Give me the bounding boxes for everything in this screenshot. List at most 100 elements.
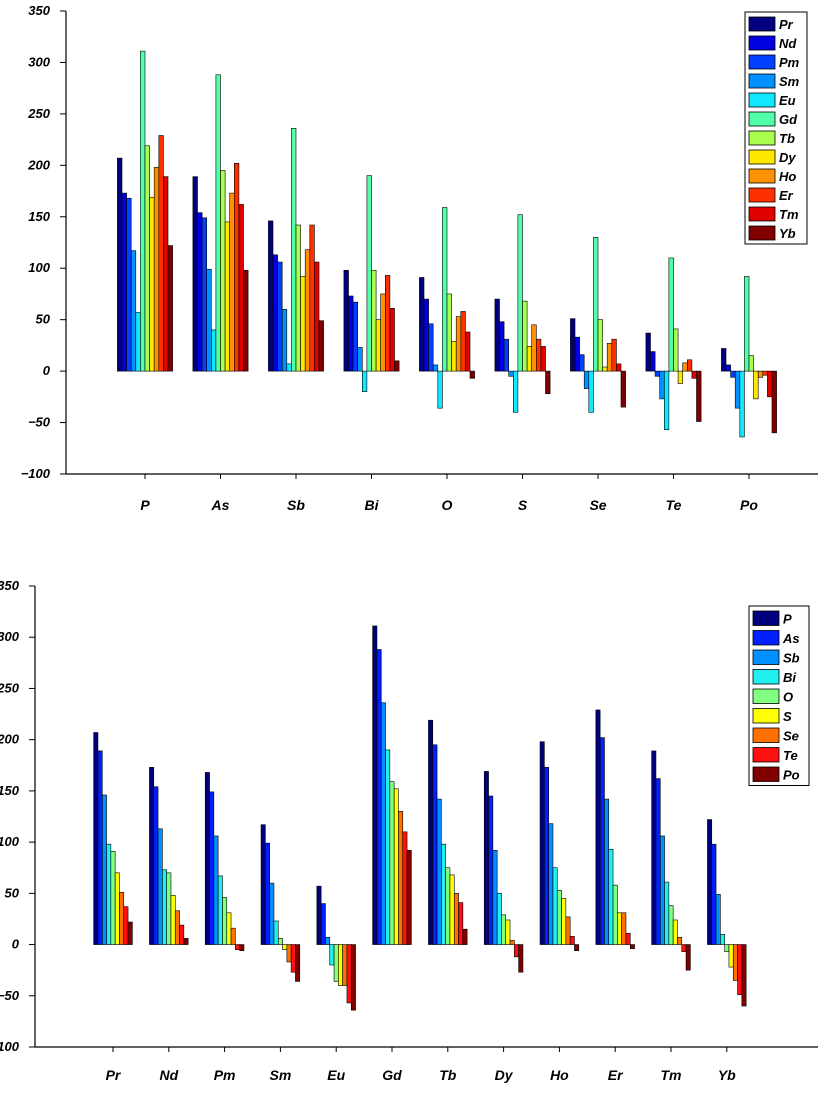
- x-tick-label: Tm: [661, 1067, 682, 1083]
- legend-swatch: [748, 130, 776, 146]
- bar-Eu-Te: [346, 944, 352, 1004]
- bar-Gd-As: [376, 649, 382, 945]
- x-tick-label: Er: [608, 1067, 624, 1083]
- x-tick-label: S: [518, 497, 528, 513]
- bar-Ho-Te: [569, 936, 575, 945]
- bar-Pm-Po: [239, 944, 245, 952]
- bar-Sb-Tb: [295, 224, 301, 372]
- bar-Dy-O: [501, 914, 507, 945]
- legend-label: Po: [783, 768, 800, 783]
- bar-Tb-Bi: [441, 843, 446, 945]
- bar-Se-Nd: [574, 336, 580, 372]
- bar-Pr-P: [93, 732, 99, 945]
- bar-O-Er: [460, 311, 466, 372]
- bar-Tm-Te: [681, 944, 687, 953]
- bar-Tm-Se: [677, 937, 683, 945]
- bar-Po-Yb: [771, 370, 777, 434]
- bar-Po-Pr: [721, 348, 727, 372]
- bar-Tm-S: [672, 919, 678, 945]
- legend-swatch: [748, 54, 776, 70]
- bar-Sb-Er: [309, 224, 315, 372]
- bar-Se-Gd: [593, 237, 599, 372]
- legend-swatch: [752, 747, 780, 763]
- bar-As-Eu: [211, 329, 217, 372]
- bar-P-Tb: [144, 145, 150, 372]
- bar-Pm-Bi: [217, 875, 223, 945]
- bar-Gd-S: [393, 788, 399, 945]
- bar-Yb-Te: [737, 944, 743, 996]
- bar-Po-Sm: [734, 370, 741, 409]
- x-tick-label: Eu: [327, 1067, 345, 1083]
- legend-swatch: [748, 16, 776, 32]
- y-tick-label: 300: [0, 629, 20, 644]
- bar-Sb-Sm: [281, 309, 288, 372]
- legend-label: Er: [779, 188, 794, 203]
- bar-Sb-Gd: [291, 127, 297, 372]
- y-tick-label: 50: [36, 312, 51, 327]
- bar-As-Yb: [243, 269, 249, 372]
- bar-Pr-Sb: [101, 794, 107, 945]
- bar-Gd-Po: [406, 850, 412, 945]
- bar-Po-Dy: [753, 370, 759, 400]
- x-tick-label: Po: [740, 497, 758, 513]
- legend-swatch: [752, 727, 780, 743]
- bar-Yb-Se: [732, 944, 738, 981]
- bar-O-Sm: [432, 364, 439, 372]
- bar-Se-Pr: [570, 318, 576, 372]
- bar-Te-Dy: [677, 370, 683, 384]
- legend-label: S: [783, 709, 792, 724]
- bar-As-Er: [234, 162, 240, 372]
- bar-Eu-Po: [350, 944, 356, 1011]
- bar-P-Dy: [149, 196, 155, 372]
- bar-As-Dy: [224, 221, 231, 372]
- x-tick-label: Gd: [382, 1067, 402, 1083]
- legend-label: Tb: [779, 131, 795, 146]
- bar-Po-Pm: [730, 370, 736, 378]
- bar-Gd-Te: [402, 831, 408, 945]
- bar-Tm-As: [655, 778, 661, 945]
- bar-Bi-Yb: [394, 360, 400, 372]
- bar-Eu-Sb: [325, 937, 331, 945]
- bar-Bi-Tb: [371, 269, 377, 372]
- legend-label: Dy: [779, 150, 796, 165]
- bar-Te-Nd: [650, 351, 656, 372]
- bar-P-Nd: [121, 192, 127, 372]
- legend-swatch: [752, 688, 780, 704]
- bar-Eu-O: [333, 944, 339, 982]
- bar-Er-O: [612, 884, 618, 945]
- bar-Dy-P: [483, 771, 489, 945]
- bar-Te-Eu: [663, 370, 670, 431]
- bar-Pr-O: [110, 851, 116, 945]
- y-tick-label: 250: [27, 106, 50, 121]
- bar-Dy-As: [488, 795, 494, 945]
- bar-Tb-Te: [458, 902, 464, 945]
- bar-As-Ho: [229, 192, 235, 372]
- bar-Bi-Dy: [375, 319, 382, 372]
- x-tick-label: Pm: [214, 1067, 236, 1083]
- bar-Sb-Dy: [300, 276, 306, 372]
- bar-Sb-Ho: [304, 249, 311, 372]
- legend-label: Te: [783, 748, 798, 763]
- bar-As-Tm: [238, 204, 244, 372]
- bar-Bi-Eu: [361, 370, 368, 392]
- bar-Ho-O: [556, 889, 562, 945]
- bar-S-Nd: [499, 321, 505, 372]
- bar-Tb-Sb: [436, 798, 442, 945]
- bar-Tm-O: [668, 905, 674, 945]
- bar-Sb-Tm: [314, 261, 320, 372]
- bar-Yb-As: [711, 843, 717, 945]
- bar-Sb-Pr: [268, 220, 274, 372]
- x-tick-label: Dy: [495, 1067, 514, 1083]
- legend-label: Bi: [783, 670, 796, 685]
- bar-S-Tm: [540, 346, 546, 372]
- legend-label: O: [783, 690, 793, 705]
- chart-2: −100 −50 0 50 100 150 200 250 300 350 Pr Nd Pm Sm Eu Gd…: [0, 578, 818, 1083]
- y-tick-label: 250: [0, 680, 20, 695]
- bar-Tb-S: [449, 874, 455, 945]
- bar-As-Sm: [206, 268, 212, 372]
- bar-S-Sm: [508, 370, 514, 377]
- bar-O-Pm: [428, 323, 434, 372]
- bar-Bi-Sm: [357, 347, 363, 372]
- bar-Sb-Nd: [272, 254, 278, 372]
- legend-swatch: [748, 73, 776, 89]
